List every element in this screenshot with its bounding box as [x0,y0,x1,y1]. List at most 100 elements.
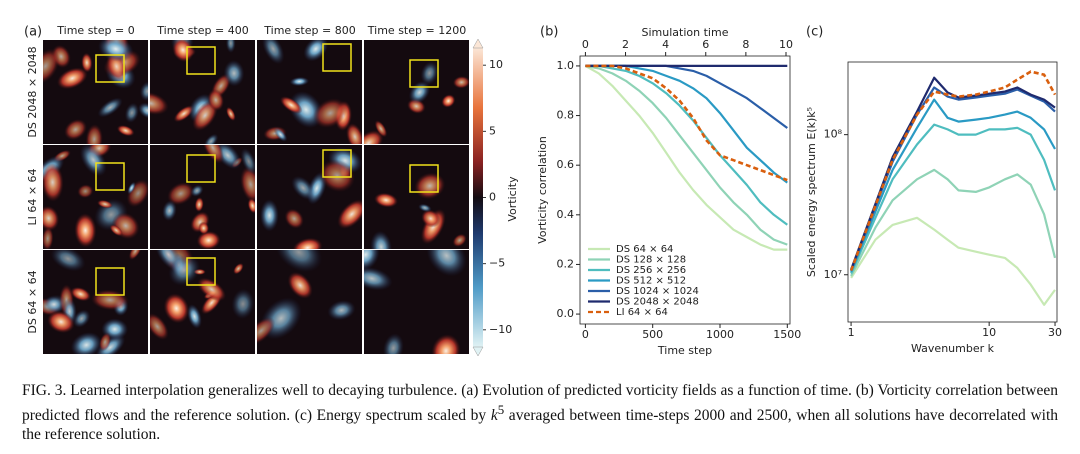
field-image [43,40,148,144]
y-tick-label: 0.4 [557,208,575,221]
vortex [273,127,288,142]
vortex [240,148,255,175]
legend-label: DS 512 × 512 [616,276,686,287]
vortex [194,196,204,212]
caption: FIG. 3. Learned interpolation generalize… [22,381,1058,444]
vortex [196,230,221,249]
series-line [850,168,1057,277]
vortex [70,286,91,302]
field-image [364,145,469,249]
vortex [207,89,225,112]
vortex [337,199,362,229]
legend-label: DS 64 × 64 [616,244,673,255]
vortex [128,250,142,261]
highlight-box [95,162,125,191]
highlight-box [186,257,216,286]
panel-label: (b) [540,25,558,40]
x-tick-label: 0 [582,328,589,341]
vortex [74,213,97,248]
field-image [43,250,148,354]
legend-label: DS 1024 × 1024 [616,286,699,297]
x-tick-label: 30 [1048,326,1062,339]
x2-axis-label: Simulation time [642,26,729,39]
vortex [50,250,86,272]
row-label: DS 2048 × 2048 [26,46,39,137]
x-tick-label: 1500 [773,328,801,341]
x-axis-label: Time step [657,344,712,357]
vortex [292,237,323,249]
vortex [168,255,201,286]
legend-label: DS 2048 × 2048 [616,297,699,308]
column-title: Time step = 800 [263,24,355,37]
vortex [81,52,93,73]
vortex [167,182,195,206]
series-line [850,123,1057,274]
series-line [849,70,1057,272]
y-tick-label: 0.6 [557,158,575,171]
highlight-box [322,43,352,72]
vortex [162,200,177,221]
vortex [190,184,204,197]
x2-tick-label: 4 [662,38,669,51]
vortex [262,40,285,65]
colorbar-label: Vorticity [506,176,519,222]
vortex [231,288,255,320]
field-image [257,145,362,249]
vortex [374,192,399,208]
vortex [279,96,303,114]
vortex [420,61,439,86]
vortex [79,145,107,177]
y-tick-label: 0.8 [557,109,575,122]
vortex [421,209,441,228]
field-image [364,40,469,144]
field-image [364,250,469,354]
vortex [64,118,88,141]
highlight-box [322,149,352,178]
x2-tick-label: 2 [622,38,629,51]
column-title: Time step = 1200 [367,24,466,37]
field-image [150,40,255,144]
vortex [97,199,113,209]
vortex [225,40,236,53]
vortex [374,120,388,138]
highlight-box [95,54,125,83]
vortex [72,309,91,328]
colorbar-tick-label: 10 [489,58,503,71]
vortex [319,159,356,193]
field-image [257,250,362,354]
colorbar-tick-label: −10 [489,323,512,336]
vortex [426,250,467,277]
vortex [77,184,94,199]
vortex [303,40,329,62]
x-tick-label: 1 [848,326,855,339]
vortex [124,102,140,123]
vortex [233,262,244,275]
vortex [257,317,276,345]
vortex [260,199,279,232]
series-line [850,76,1056,270]
colorbar-tick-label: 0 [489,191,496,204]
series-line [585,64,788,184]
panel-label: (c) [806,25,823,40]
field-image [150,145,255,249]
y-tick-label: 0.0 [557,307,575,320]
row-label: LI 64 × 64 [26,168,39,225]
vortex [43,294,68,314]
legend-label: DS 256 × 256 [616,265,686,276]
vortex [56,67,88,90]
vortex [327,300,356,321]
highlight-box [409,164,439,193]
vortex [313,98,348,129]
vortex [43,226,54,249]
vortex [240,166,255,203]
row-label: DS 64 × 64 [26,270,39,333]
colorbar-extend [472,346,484,357]
vortex [138,102,148,119]
vortex [223,60,245,87]
y-axis-label: Vorticity correlation [536,136,549,244]
vortex [287,271,313,299]
vortex [150,91,169,115]
vortex [289,76,310,87]
vortex [452,75,469,89]
field-image [150,250,255,354]
